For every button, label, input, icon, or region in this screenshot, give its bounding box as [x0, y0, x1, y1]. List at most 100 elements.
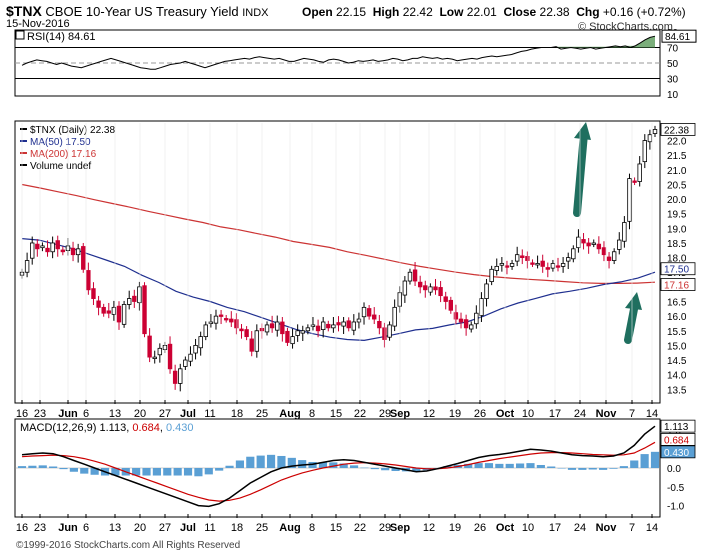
x-axis-bottom-label: 7 — [629, 522, 635, 534]
macd-histogram-bar — [246, 456, 255, 468]
ma50-line — [21, 238, 656, 342]
x-axis-mid-label: 14 — [646, 408, 658, 420]
candle-body — [622, 222, 627, 242]
candle-body — [377, 321, 382, 329]
candle-body — [137, 286, 142, 304]
candle-body — [382, 327, 387, 340]
candle-body — [285, 330, 290, 343]
open-label: Open — [302, 5, 333, 19]
candle-body — [514, 254, 520, 262]
x-axis-mid-label: Oct — [496, 408, 515, 420]
price-legend: $TNX (Daily) 22.38 — [30, 125, 115, 136]
symbol: $TNX — [6, 3, 42, 19]
close-value-label: 22.38 — [664, 125, 689, 136]
security-name: CBOE 10-Year US Treasury Yield — [45, 4, 239, 19]
x-axis-bottom-label: Jul — [180, 522, 196, 534]
macd-histogram-bar — [49, 466, 58, 468]
candle-body — [606, 256, 612, 261]
x-axis-mid-label: 11 — [204, 408, 215, 420]
price-tick-label: 15.0 — [667, 341, 687, 352]
candle-body — [111, 306, 117, 315]
rsi-overbought-fill — [556, 36, 655, 48]
signal-legend-value: 0.684 — [132, 422, 160, 434]
macd-value-label: 1.113 — [664, 422, 689, 433]
macd-histogram-bar — [204, 468, 213, 475]
candle-body — [60, 249, 66, 253]
x-axis-bottom-label: 29 — [379, 522, 391, 534]
macd-legend: MACD(12,26,9) 1.113, 0.684, 0.430 — [20, 422, 194, 434]
chart-date: 15-Nov-2016 — [6, 18, 70, 30]
candle-body — [637, 163, 642, 182]
x-axis-bottom-label: Sep — [390, 522, 410, 534]
candle-body — [571, 248, 576, 260]
price-tick-label: 14.0 — [667, 371, 687, 382]
signal-value-label-box — [660, 433, 696, 446]
candle-body — [611, 251, 617, 261]
candle-body — [147, 335, 152, 358]
candle-body — [596, 243, 602, 250]
high-value: 22.42 — [402, 5, 433, 19]
candle-body — [142, 285, 147, 335]
candle-body — [652, 129, 658, 134]
candle-body — [453, 312, 459, 320]
macd-histogram-bar — [90, 468, 99, 475]
candle-body — [402, 280, 408, 296]
candle-body — [361, 306, 367, 318]
candle-body — [412, 269, 418, 282]
x-axis-bottom-label: 15 — [330, 522, 342, 534]
x-axis-bottom-label: 8 — [309, 522, 315, 534]
macd-histogram-bar — [287, 457, 296, 468]
candle-body — [356, 318, 362, 323]
candle-body — [331, 324, 336, 329]
ma200-value-label-box — [660, 278, 696, 291]
candle-body — [132, 295, 137, 302]
price-tick-label: 18.0 — [667, 254, 687, 265]
price-panel: 13.514.014.515.015.516.016.517.017.518.0… — [19, 122, 696, 401]
x-axis-bottom-label: 13 — [109, 522, 121, 534]
x-axis-bottom-label: 10 — [522, 522, 534, 534]
candle-body — [545, 267, 550, 270]
macd-histogram-bar — [578, 468, 587, 470]
macd-legend-value: 1.113 — [99, 422, 126, 434]
x-axis-mid-label: 23 — [34, 408, 46, 420]
candle-body — [351, 321, 357, 331]
candle-body — [249, 338, 254, 352]
macd-histogram-bar — [142, 468, 151, 476]
rsi-value-label: 84.61 — [665, 32, 690, 43]
macd-histogram-bar — [381, 468, 390, 471]
macd-histogram-bar — [80, 468, 89, 474]
x-axis-bottom-label: 18 — [231, 522, 243, 534]
macd-histogram-bar — [443, 466, 452, 468]
candle-body — [540, 260, 545, 267]
candle-body — [474, 312, 479, 325]
macd-histogram-bar — [547, 466, 556, 468]
x-axis-mid-label: Sep — [390, 408, 410, 420]
rsi-legend: RSI(14) 84.61 — [27, 31, 95, 43]
candle-body — [91, 288, 96, 299]
candle-body — [315, 325, 321, 332]
price-tick-label: 15.5 — [667, 327, 687, 338]
candle-body — [30, 242, 35, 259]
candle-body — [70, 247, 76, 256]
ma50-legend: MA(50) 17.50 — [30, 137, 91, 148]
candle-body — [407, 271, 413, 282]
x-axis-mid-label: 20 — [134, 408, 146, 420]
candle-body — [555, 265, 561, 268]
macd-histogram-bar — [59, 468, 68, 470]
macd-histogram-bar — [464, 463, 473, 468]
x-axis-bottom-label: 6 — [83, 522, 89, 534]
macd-legend-sep: , — [126, 422, 132, 434]
ma50-value-label-box — [660, 262, 696, 276]
candle-body — [275, 321, 280, 331]
x-axis-bottom-label: 19 — [449, 522, 461, 534]
candle-body — [469, 324, 474, 330]
macd-histogram-bar — [163, 468, 172, 476]
candle-body — [305, 327, 311, 332]
candle-body — [458, 318, 464, 323]
macd-value-label-box — [660, 419, 696, 433]
price-tick-label: 16.0 — [667, 312, 687, 323]
x-axis-mid-label: 10 — [522, 408, 534, 420]
